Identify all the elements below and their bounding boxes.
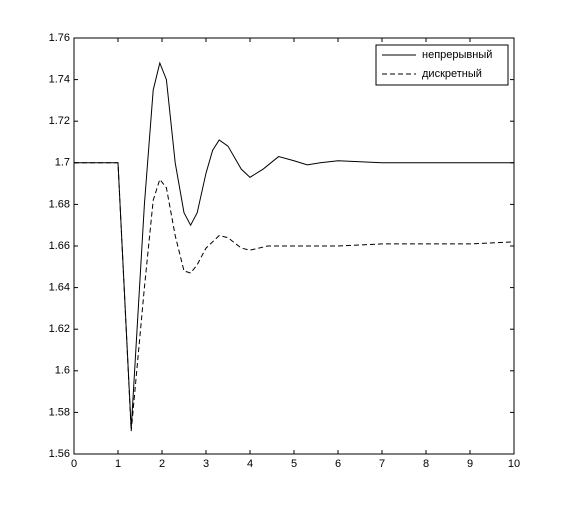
x-tick-label: 3 <box>203 458 209 470</box>
legend-label: непрерывный <box>422 49 492 61</box>
x-tick-label: 2 <box>159 458 165 470</box>
x-tick-label: 5 <box>291 458 297 470</box>
y-tick-label: 1.56 <box>49 448 70 460</box>
legend-box <box>375 44 509 86</box>
x-tick-label: 9 <box>467 458 473 470</box>
x-tick-label: 6 <box>335 458 341 470</box>
x-tick-label: 4 <box>247 458 253 470</box>
legend-label: дискретный <box>422 68 482 80</box>
y-tick-label: 1.7 <box>55 157 70 169</box>
y-tick-label: 1.72 <box>49 115 70 127</box>
y-tick-label: 1.66 <box>49 240 70 252</box>
x-tick-label: 1 <box>115 458 121 470</box>
y-tick-label: 1.68 <box>49 198 70 210</box>
y-tick-label: 1.62 <box>49 323 70 335</box>
x-tick-label: 0 <box>71 458 77 470</box>
data-line <box>74 61 514 430</box>
y-tick-label: 1.6 <box>55 365 70 377</box>
data-line <box>74 162 515 432</box>
y-tick-label: 1.76 <box>49 32 70 44</box>
x-tick-label: 7 <box>379 458 385 470</box>
x-tick-label: 8 <box>423 458 429 470</box>
y-tick-label: 1.64 <box>49 282 70 294</box>
y-tick-label: 1.58 <box>49 406 70 418</box>
y-tick-label: 1.74 <box>49 74 70 86</box>
x-tick-label: 10 <box>508 458 520 470</box>
